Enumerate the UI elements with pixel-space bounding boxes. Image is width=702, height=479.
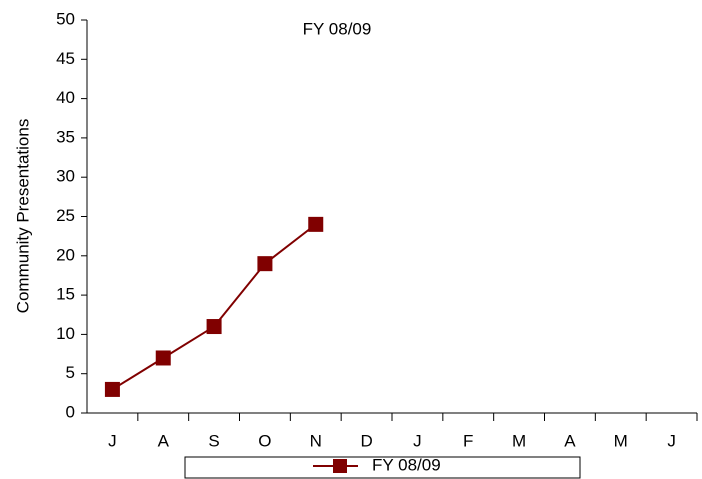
y-tick-label: 10 <box>56 324 75 343</box>
y-tick-label: 20 <box>56 245 75 264</box>
x-tick-label: D <box>360 431 372 450</box>
chart-title: FY 08/09 <box>303 19 372 38</box>
legend-label: FY 08/09 <box>372 455 441 474</box>
y-tick-label: 30 <box>56 167 75 186</box>
y-axis-label: Community Presentations <box>13 119 32 314</box>
legend-marker <box>333 459 347 473</box>
x-tick-label: M <box>614 431 628 450</box>
point-marker <box>104 381 120 397</box>
y-tick-label: 15 <box>56 285 75 304</box>
y-tick-label: 45 <box>56 49 75 68</box>
legend-box <box>184 456 581 479</box>
point-marker <box>257 256 273 272</box>
y-tick-label: 5 <box>66 363 75 382</box>
x-tick-label: J <box>108 431 117 450</box>
y-tick-label: 35 <box>56 127 75 146</box>
x-tick-label: J <box>667 431 676 450</box>
x-tick-label: S <box>208 431 219 450</box>
point-marker <box>206 319 222 335</box>
point-marker <box>155 350 171 366</box>
x-tick-label: O <box>258 431 271 450</box>
series-line <box>111 223 317 391</box>
y-tick-label: 40 <box>56 88 75 107</box>
x-tick-label: A <box>564 431 576 450</box>
x-tick-label: N <box>310 431 322 450</box>
x-tick-label: M <box>512 431 526 450</box>
x-tick-label: F <box>463 431 473 450</box>
y-tick-label: 0 <box>66 402 75 421</box>
y-tick-label: 25 <box>56 206 75 225</box>
x-tick-label: J <box>413 431 422 450</box>
point-marker <box>308 216 324 232</box>
x-tick-label: A <box>158 431 170 450</box>
y-tick-label: 50 <box>56 9 75 28</box>
